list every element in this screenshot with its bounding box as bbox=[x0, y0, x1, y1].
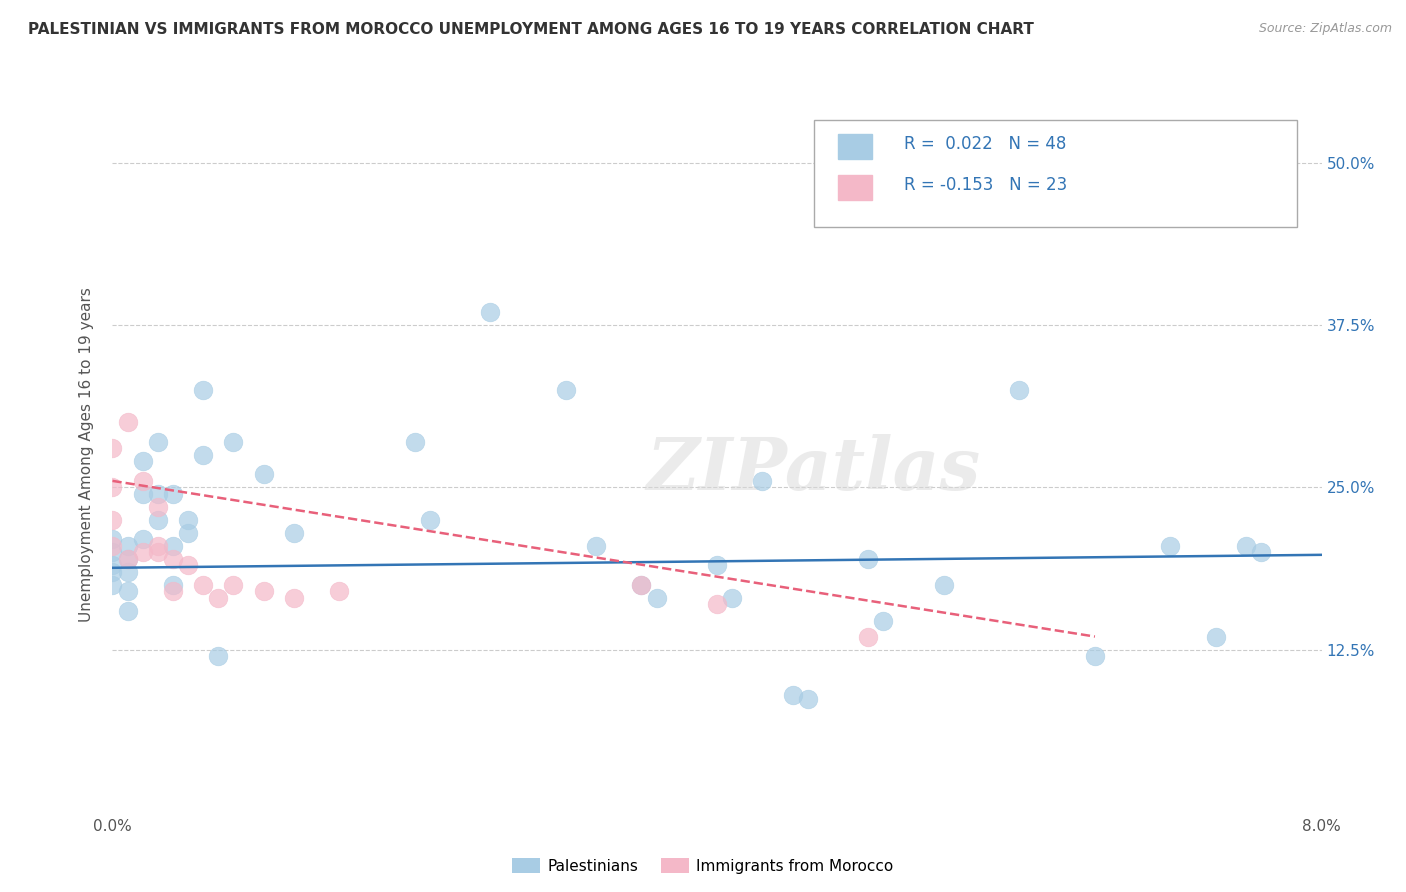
Point bbox=[191, 383, 215, 397]
Point bbox=[554, 383, 576, 397]
FancyBboxPatch shape bbox=[838, 175, 872, 200]
Point bbox=[101, 577, 124, 591]
Y-axis label: Unemployment Among Ages 16 to 19 years: Unemployment Among Ages 16 to 19 years bbox=[79, 287, 94, 623]
Point bbox=[328, 584, 350, 599]
Point bbox=[146, 434, 169, 449]
FancyBboxPatch shape bbox=[814, 120, 1298, 227]
Point bbox=[207, 591, 229, 605]
Point bbox=[856, 551, 880, 566]
Point bbox=[177, 513, 200, 527]
Point bbox=[162, 487, 184, 501]
Point bbox=[932, 577, 955, 591]
Point bbox=[101, 442, 124, 456]
Text: R =  0.022   N = 48: R = 0.022 N = 48 bbox=[904, 136, 1067, 153]
Point bbox=[1084, 648, 1107, 663]
Point bbox=[132, 533, 155, 547]
Point bbox=[117, 551, 139, 566]
Point bbox=[1159, 539, 1181, 553]
Point bbox=[856, 630, 880, 644]
Point bbox=[162, 577, 184, 591]
Point bbox=[101, 565, 124, 579]
Point bbox=[706, 558, 728, 573]
Point bbox=[1250, 545, 1272, 559]
Point bbox=[1234, 539, 1257, 553]
Text: R = -0.153   N = 23: R = -0.153 N = 23 bbox=[904, 176, 1067, 194]
Point bbox=[101, 513, 124, 527]
Point bbox=[101, 539, 124, 553]
Point bbox=[796, 691, 818, 706]
Point bbox=[419, 513, 441, 527]
Point bbox=[101, 480, 124, 494]
Point bbox=[253, 584, 276, 599]
Point bbox=[162, 551, 184, 566]
Point bbox=[404, 434, 426, 449]
Point bbox=[585, 539, 607, 553]
Point bbox=[117, 539, 139, 553]
Point bbox=[253, 467, 276, 482]
Point bbox=[283, 591, 305, 605]
Point bbox=[117, 604, 139, 618]
Point bbox=[630, 577, 652, 591]
Point bbox=[146, 539, 169, 553]
Point bbox=[132, 454, 155, 468]
Point bbox=[162, 539, 184, 553]
Point bbox=[117, 551, 139, 566]
Text: Source: ZipAtlas.com: Source: ZipAtlas.com bbox=[1258, 22, 1392, 36]
Point bbox=[721, 591, 744, 605]
Point bbox=[630, 577, 652, 591]
Point bbox=[101, 558, 124, 573]
Point bbox=[132, 474, 155, 488]
Text: ZIPatlas: ZIPatlas bbox=[647, 434, 981, 505]
Point bbox=[207, 648, 229, 663]
Point bbox=[117, 416, 139, 430]
Point bbox=[222, 577, 245, 591]
Point bbox=[1205, 630, 1227, 644]
Point bbox=[146, 500, 169, 514]
Legend: Palestinians, Immigrants from Morocco: Palestinians, Immigrants from Morocco bbox=[506, 852, 900, 880]
Text: PALESTINIAN VS IMMIGRANTS FROM MOROCCO UNEMPLOYMENT AMONG AGES 16 TO 19 YEARS CO: PALESTINIAN VS IMMIGRANTS FROM MOROCCO U… bbox=[28, 22, 1033, 37]
Point bbox=[191, 577, 215, 591]
Point bbox=[146, 545, 169, 559]
Point bbox=[101, 533, 124, 547]
Point bbox=[146, 513, 169, 527]
Point bbox=[101, 545, 124, 559]
Point bbox=[283, 525, 305, 540]
Point bbox=[132, 487, 155, 501]
Point bbox=[782, 688, 804, 702]
Point bbox=[706, 597, 728, 611]
Point bbox=[146, 487, 169, 501]
Point bbox=[872, 614, 894, 628]
Point bbox=[222, 434, 245, 449]
Point bbox=[177, 525, 200, 540]
Point bbox=[117, 584, 139, 599]
Point bbox=[162, 584, 184, 599]
FancyBboxPatch shape bbox=[838, 134, 872, 159]
Point bbox=[751, 474, 773, 488]
Point bbox=[479, 305, 502, 319]
Point bbox=[191, 448, 215, 462]
Point bbox=[132, 545, 155, 559]
Point bbox=[117, 565, 139, 579]
Point bbox=[177, 558, 200, 573]
Point bbox=[645, 591, 668, 605]
Point bbox=[1008, 383, 1031, 397]
